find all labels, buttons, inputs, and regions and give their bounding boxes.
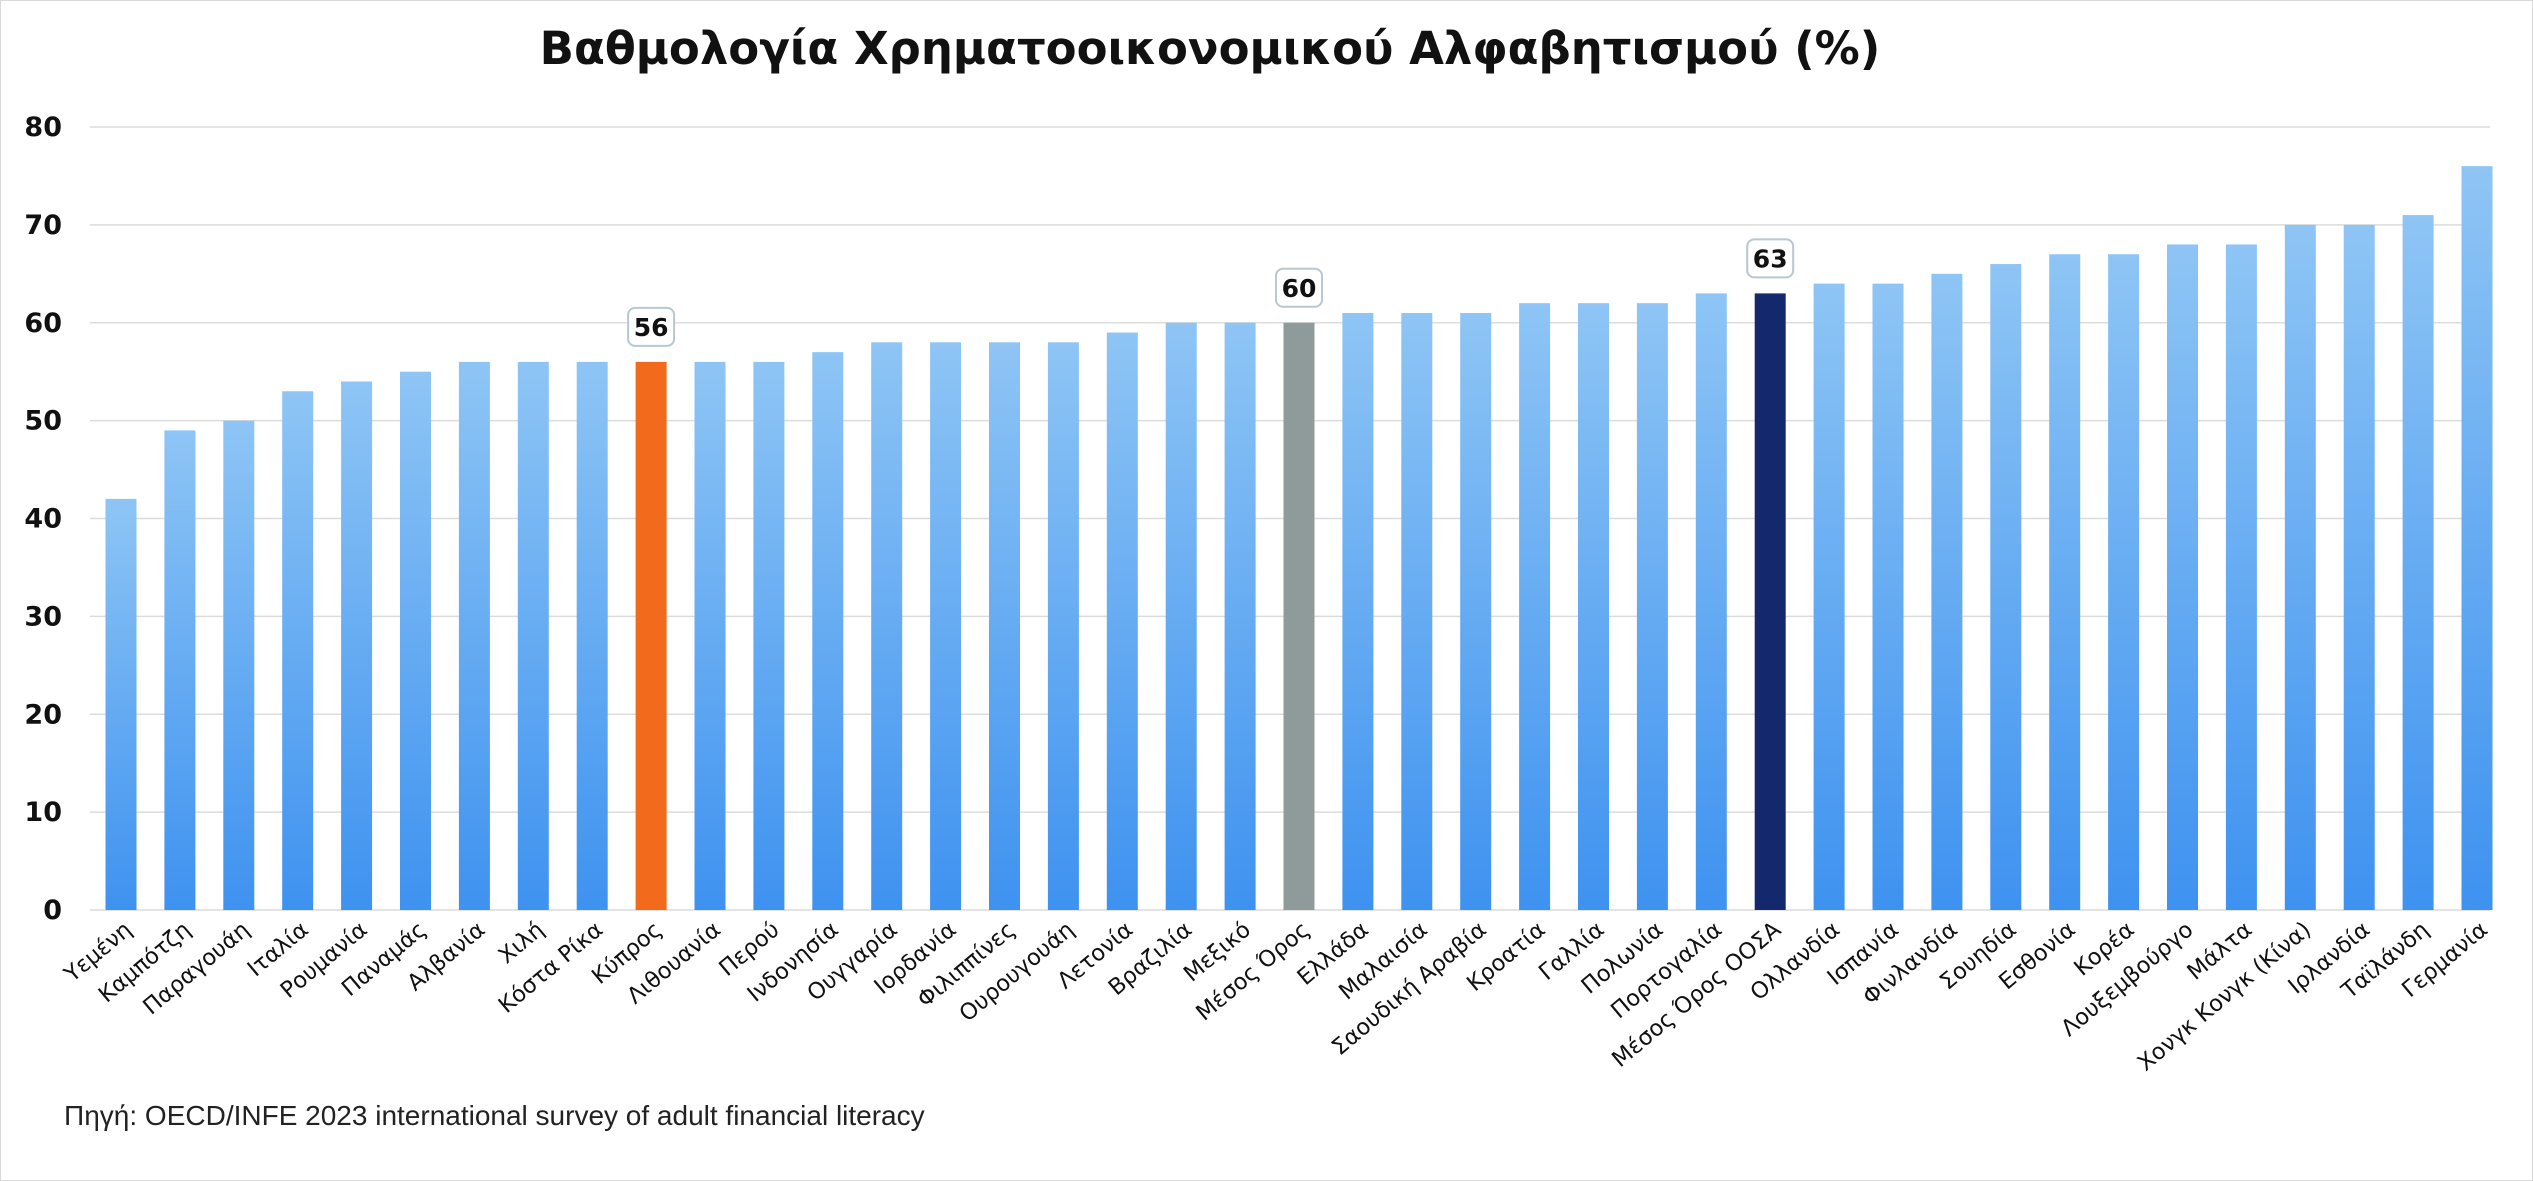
bars xyxy=(105,166,2493,911)
bar xyxy=(282,391,314,910)
bar xyxy=(576,361,608,910)
y-tick-label: 50 xyxy=(24,406,62,437)
y-tick-label: 40 xyxy=(24,504,62,535)
bar xyxy=(1165,322,1197,910)
y-tick-label: 80 xyxy=(24,112,62,143)
x-axis: ΥεμένηΚαμπότζηΠαραγουάηΙταλίαΡουμανίαΠαν… xyxy=(59,916,2493,1076)
bar xyxy=(1224,322,1256,910)
bar xyxy=(1578,303,1609,910)
y-tick-label: 30 xyxy=(24,601,62,632)
data-labels: 56 60 63 xyxy=(627,238,1795,347)
y-tick-label: 20 xyxy=(24,699,62,730)
y-axis: 0 10 20 30 40 50 60 70 80 xyxy=(24,112,62,926)
bar xyxy=(1931,273,1963,910)
bar xyxy=(2225,244,2257,910)
bar xyxy=(164,430,196,910)
data-label-box xyxy=(1275,267,1323,308)
bar xyxy=(2049,254,2081,911)
data-label: 63 xyxy=(1753,244,1788,273)
bar xyxy=(812,352,844,910)
bar xyxy=(1872,283,1904,911)
bar xyxy=(1636,303,1668,910)
bar xyxy=(2167,244,2198,910)
y-tick-label: 10 xyxy=(24,797,62,828)
source-note: Πηγή: OECD/INFE 2023 international surve… xyxy=(64,1100,925,1131)
bar xyxy=(1283,322,1315,910)
y-tick-label: 0 xyxy=(43,895,62,926)
bar xyxy=(753,361,785,910)
bar xyxy=(458,361,490,910)
bar xyxy=(1813,283,1845,911)
y-tick-label: 70 xyxy=(24,210,62,241)
data-label: 60 xyxy=(1282,274,1317,303)
chart-title: Βαθμολογία Χρηματοοικονομικού Αλφαβητισμ… xyxy=(539,22,1881,75)
bar xyxy=(517,361,549,910)
bar xyxy=(989,342,1020,910)
bar xyxy=(105,498,137,910)
bar xyxy=(1460,312,1492,910)
bar xyxy=(2284,224,2316,910)
bar xyxy=(2108,254,2140,911)
bar xyxy=(400,371,431,910)
bar xyxy=(341,381,373,911)
bar xyxy=(871,342,903,910)
bar xyxy=(930,342,962,910)
bar xyxy=(1106,332,1138,911)
y-tick-label: 60 xyxy=(24,308,62,339)
bar xyxy=(694,361,726,910)
bar xyxy=(1401,312,1433,910)
data-label-box xyxy=(627,306,676,347)
bar xyxy=(1990,264,2022,910)
bar xyxy=(223,420,255,910)
bar xyxy=(1342,312,1374,910)
bar xyxy=(1519,303,1551,910)
data-label: 56 xyxy=(634,313,669,342)
bar xyxy=(2343,224,2375,910)
data-label-box xyxy=(1746,238,1795,279)
bar xyxy=(1754,293,1786,910)
bar xyxy=(2461,166,2493,910)
bar xyxy=(635,361,667,910)
bar xyxy=(2402,215,2434,910)
bar xyxy=(1695,293,1727,910)
bar xyxy=(1047,342,1079,910)
